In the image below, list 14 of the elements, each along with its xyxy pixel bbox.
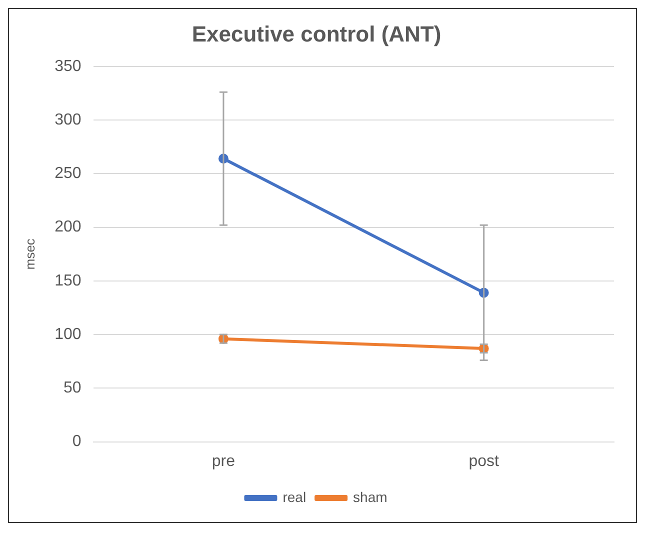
x-tick-label: post <box>468 452 500 470</box>
legend-label: real <box>282 488 306 505</box>
y-tick-label: 200 <box>54 218 82 236</box>
y-tick-label: 350 <box>54 58 82 75</box>
y-tick-label: 150 <box>54 272 82 290</box>
y-axis-title: msec <box>22 238 38 270</box>
legend-label: sham <box>353 488 388 505</box>
y-tick-label: 300 <box>54 111 82 128</box>
x-tick-label: pre <box>212 452 236 470</box>
y-tick-label: 50 <box>64 380 82 397</box>
y-tick-label: 250 <box>54 165 82 182</box>
chart-title: Executive control (ANT) <box>192 21 442 46</box>
y-tick-label: 100 <box>54 326 82 343</box>
y-tick-label: 0 <box>72 433 82 450</box>
